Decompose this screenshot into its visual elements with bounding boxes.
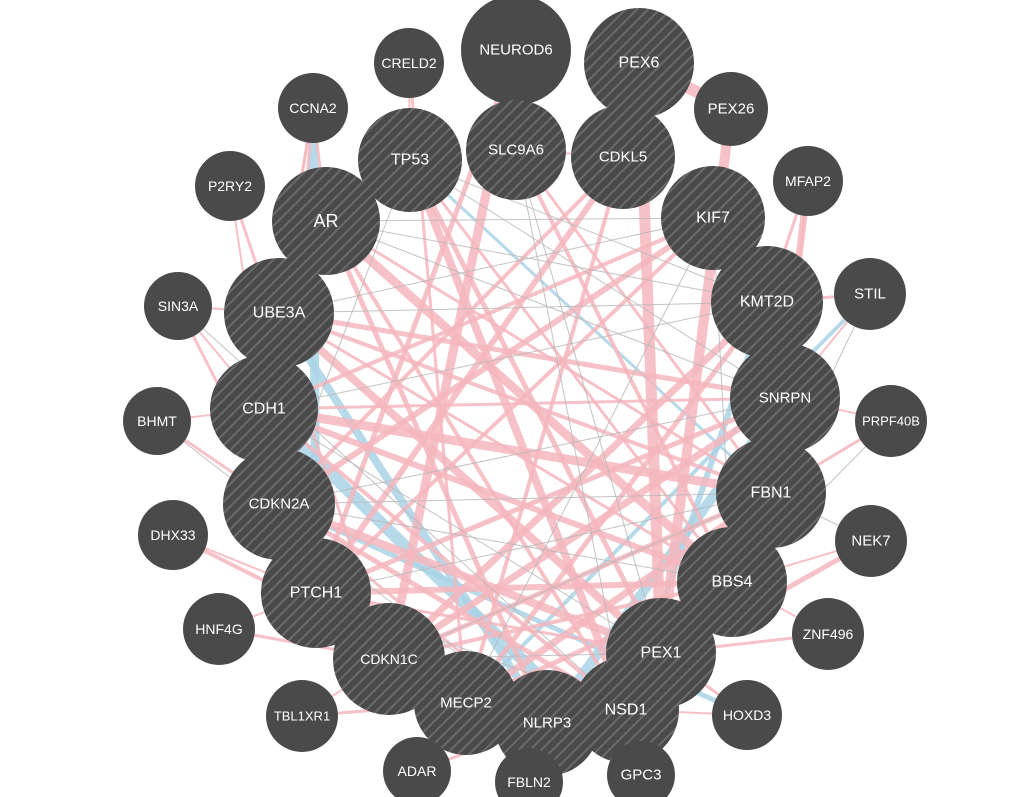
node-circle[interactable] [461,0,571,105]
gene-node[interactable]: TBL1XR1 [266,680,338,752]
node-circle[interactable] [374,28,444,98]
node-circle[interactable] [195,151,265,221]
gene-node[interactable]: UBE3A [224,258,334,368]
gene-network-graph: NEUROD6PEX6CRELD2PEX26CCNA2SLC9A6TP53CDK… [0,0,1024,797]
gene-node[interactable]: KMT2D [711,246,823,358]
node-circle[interactable] [584,8,694,118]
node-circle[interactable] [144,272,212,340]
node-circle[interactable] [694,72,768,146]
gene-node[interactable]: SIN3A [144,272,212,340]
node-circle[interactable] [835,505,907,577]
node-circle[interactable] [224,258,334,368]
node-circle[interactable] [210,355,318,463]
edge [326,218,713,221]
node-circle[interactable] [711,246,823,358]
node-circle[interactable] [773,146,843,216]
gene-node[interactable]: BHMT [123,387,191,455]
node-circle[interactable] [834,258,906,330]
gene-node[interactable]: STIL [834,258,906,330]
gene-node[interactable]: MFAP2 [773,146,843,216]
node-circle[interactable] [266,680,338,752]
gene-node[interactable]: HNF4G [183,593,255,665]
gene-node[interactable]: NEK7 [835,505,907,577]
node-circle[interactable] [138,500,208,570]
gene-node[interactable]: PRPF40B [855,385,927,457]
node-circle[interactable] [183,593,255,665]
node-circle[interactable] [278,73,348,143]
gene-node[interactable]: CRELD2 [374,28,444,98]
gene-node[interactable]: NEUROD6 [461,0,571,105]
gene-node[interactable]: DHX33 [138,500,208,570]
node-circle[interactable] [466,100,566,200]
node-circle[interactable] [123,387,191,455]
gene-node[interactable]: HOXD3 [712,680,782,750]
node-circle[interactable] [792,598,864,670]
node-circle[interactable] [712,680,782,750]
node-circle[interactable] [855,385,927,457]
node-circle[interactable] [730,343,840,453]
gene-node[interactable]: P2RY2 [195,151,265,221]
gene-node[interactable]: PEX6 [584,8,694,118]
gene-node[interactable]: CDH1 [210,355,318,463]
node-circle[interactable] [571,105,675,209]
gene-node[interactable]: CCNA2 [278,73,348,143]
gene-node[interactable]: SLC9A6 [466,100,566,200]
gene-node[interactable]: PEX26 [694,72,768,146]
gene-node[interactable]: SNRPN [730,343,840,453]
gene-node[interactable]: CDKL5 [571,105,675,209]
gene-node[interactable]: ZNF496 [792,598,864,670]
